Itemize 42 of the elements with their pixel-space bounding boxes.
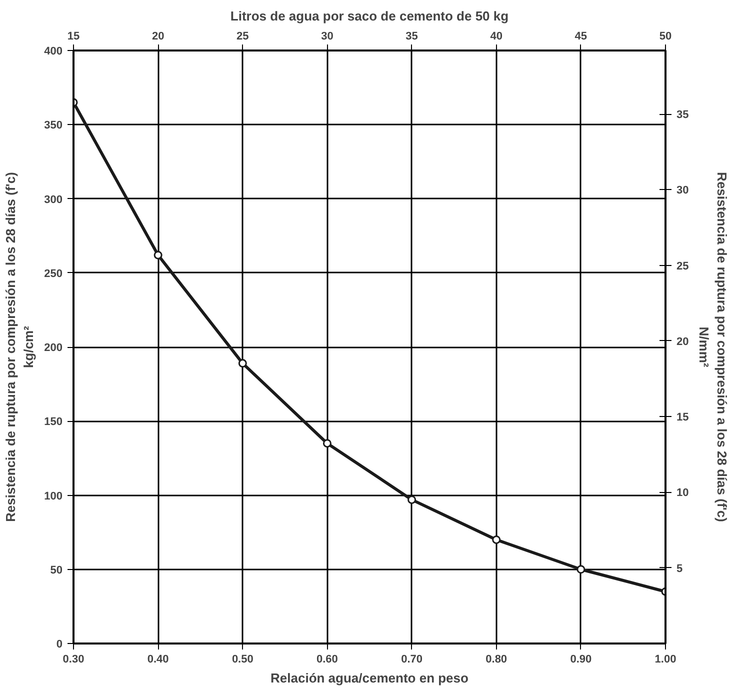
x-tick-label: 0.60: [316, 654, 338, 666]
y-tick-label: 350: [44, 120, 63, 132]
x2-tick-label: 45: [574, 30, 588, 42]
y2-tick-label: 30: [676, 184, 689, 197]
x2-tick-label: 35: [406, 30, 418, 42]
point: [492, 535, 501, 544]
y2-tick-label: 20: [676, 336, 689, 348]
x2-axis-title: Litros de agua por saco de cemento de 50 kg: [230, 8, 509, 24]
point: [576, 565, 586, 574]
x-tick-label: 0.30: [62, 654, 84, 666]
y2-tick-label: 15: [676, 412, 689, 424]
x-axis-title: Relación agua/cemento en peso: [270, 670, 469, 686]
x-tick-label: 0.90: [570, 654, 592, 666]
y-tick-label: 150: [44, 416, 63, 428]
y-tick-label: 400: [44, 46, 63, 58]
x-tick-label: 0.40: [147, 654, 169, 666]
point: [154, 250, 162, 260]
y-tick-label: 50: [50, 564, 63, 576]
y2-tick-label: 10: [676, 487, 689, 500]
y-tick-label: 300: [44, 194, 63, 206]
y2-axis-title: Resistencia de ruptura por compresión a los 28 días (f'c) N/mm²: [696, 172, 730, 522]
x2-tick-label: 40: [490, 30, 502, 42]
x-tick-label: 0.70: [401, 654, 423, 666]
point: [408, 495, 416, 504]
x-tick-label: 0.80: [486, 654, 508, 666]
y-tick-label: 250: [44, 268, 63, 280]
x2-tick-label: 15: [67, 30, 80, 42]
y-tick-label: 100: [44, 490, 63, 502]
y2-tick-label: 35: [676, 109, 689, 122]
y-tick-label: 200: [44, 342, 63, 354]
y2-tick-label: 25: [676, 260, 689, 272]
y-tick-label: 0: [56, 638, 63, 650]
x2-tick-label: 25: [236, 30, 249, 42]
y-axis-title: Resistencia de ruptura por compresión a los 28 días (f'c) kg/cm²: [3, 172, 36, 522]
x2-tick-label: 50: [659, 30, 672, 42]
x2-tick-label: 30: [321, 30, 334, 42]
point: [238, 359, 247, 368]
x-tick-label: 0.50: [232, 654, 254, 666]
y2-tick-label: 5: [676, 562, 683, 575]
x-tick-label: 1.00: [654, 654, 676, 666]
x2-tick-label: 20: [152, 30, 164, 42]
point: [322, 439, 332, 448]
